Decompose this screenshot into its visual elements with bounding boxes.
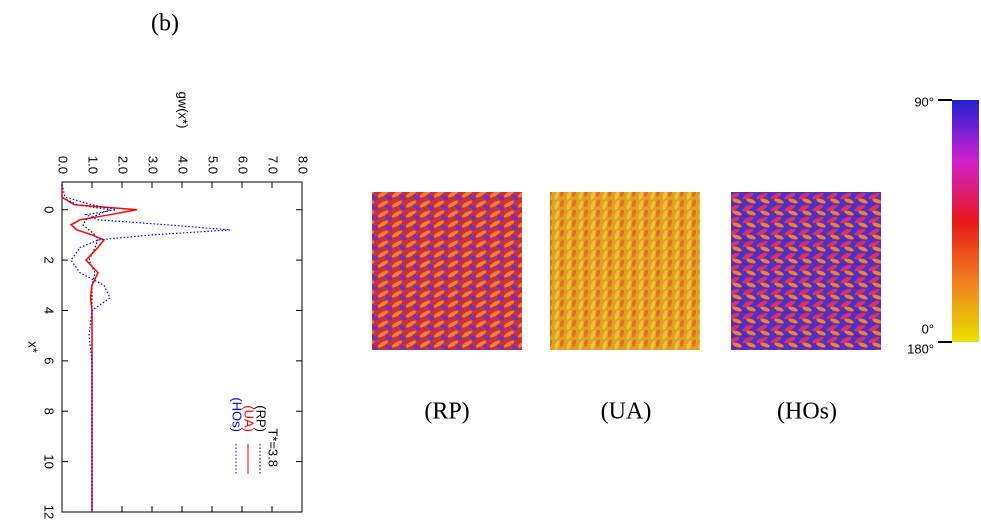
snapshot-label: (RP) bbox=[424, 399, 469, 425]
snapshot-ua bbox=[550, 192, 700, 350]
y-tick-label: 8.0 bbox=[296, 156, 311, 174]
legend-label: (UA) bbox=[242, 405, 257, 432]
line-series bbox=[61, 184, 138, 512]
panel-label: (b) bbox=[151, 11, 179, 37]
y-tick-label: 1.0 bbox=[86, 156, 101, 174]
y-tick-label: 7.0 bbox=[266, 156, 281, 174]
colorbar bbox=[952, 100, 979, 342]
x-tick-label: 10 bbox=[42, 454, 57, 468]
y-tick-label: 2.0 bbox=[116, 156, 131, 174]
x-axis-label: x* bbox=[26, 341, 41, 353]
colorbar-label: 0° bbox=[922, 321, 934, 336]
x-tick-label: 12 bbox=[42, 505, 57, 519]
x-tick-label: 6 bbox=[42, 357, 57, 364]
y-tick-label: 4.0 bbox=[176, 156, 191, 174]
snapshot-label: (HOs) bbox=[777, 399, 837, 425]
y-tick-label: 5.0 bbox=[206, 156, 221, 174]
y-tick-label: 3.0 bbox=[146, 156, 161, 174]
legend-label: (RP) bbox=[254, 405, 269, 432]
snapshot-hos bbox=[731, 192, 881, 350]
snapshot-rp bbox=[372, 192, 522, 350]
x-tick-label: 2 bbox=[42, 256, 57, 263]
x-tick-label: 8 bbox=[42, 408, 57, 415]
snapshot-label: (UA) bbox=[601, 399, 652, 425]
y-tick-label: 0.0 bbox=[56, 156, 71, 174]
plot: 0 2 4 6 8 10 12 0.0 1.0 2.0 3.0 4.0 5.0 6.0 7.0 8.0 x* gw… bbox=[26, 92, 311, 520]
y-axis-label: gw(x*) bbox=[176, 92, 191, 129]
colorbar-label: 90° bbox=[914, 94, 934, 109]
x-tick-label: 0 bbox=[42, 206, 57, 213]
legend-label: (HOs) bbox=[230, 397, 245, 432]
colorbar-label: 180° bbox=[907, 341, 934, 356]
y-tick-label: 6.0 bbox=[236, 156, 251, 174]
line-series bbox=[61, 184, 231, 512]
x-tick-label: 4 bbox=[42, 307, 57, 314]
legend-title: T*=3.8 bbox=[266, 428, 281, 467]
